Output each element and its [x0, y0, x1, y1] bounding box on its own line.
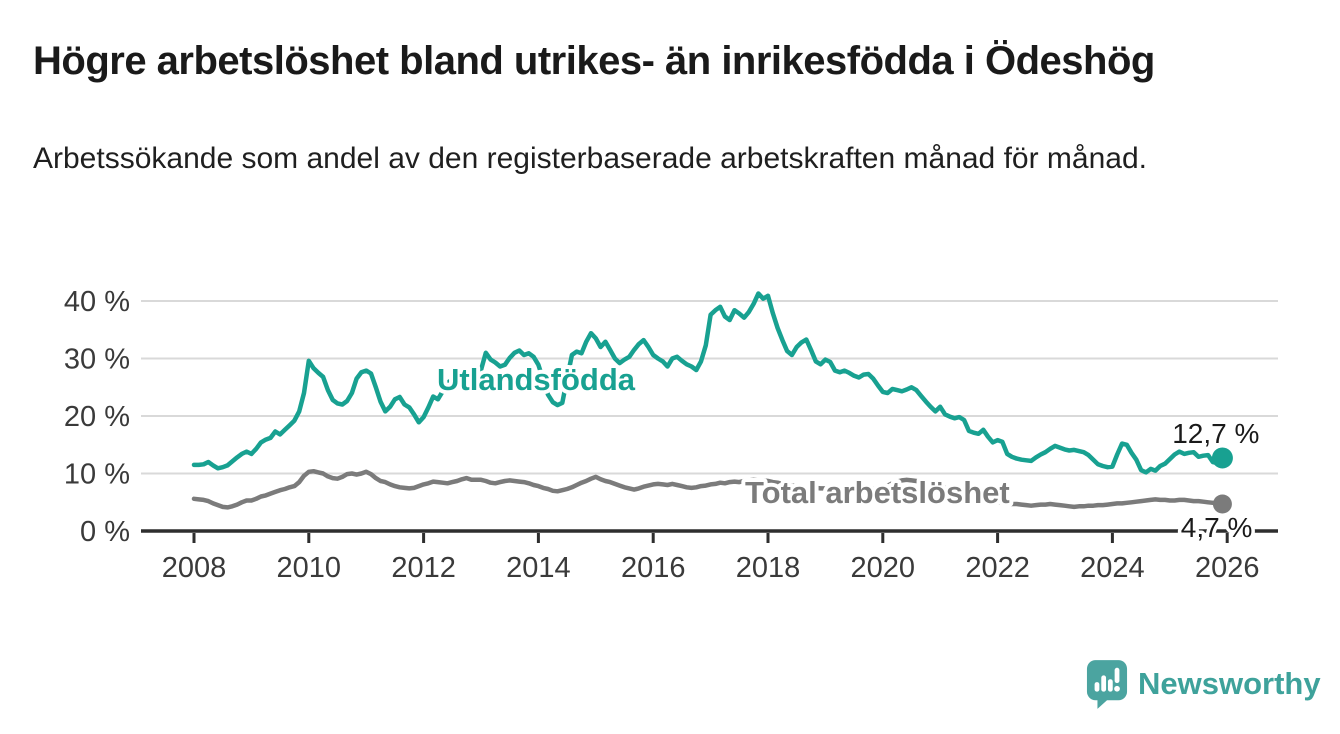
- page-title: Högre arbetslöshet bland utrikes- än inr…: [33, 39, 1155, 83]
- series-label-total: Total arbetslöshet: [745, 475, 1010, 510]
- series-line-total: [191, 468, 1225, 510]
- x-tick-label: 2024: [1080, 552, 1145, 584]
- x-tick-label: 2008: [162, 552, 227, 584]
- x-tick-label: 2014: [506, 552, 571, 584]
- x-tick-label: 2016: [621, 552, 686, 584]
- series-end-label-total: 4,7 %: [1181, 512, 1253, 543]
- x-tick-label: 2018: [736, 552, 801, 584]
- x-tick-label: 2022: [965, 552, 1030, 584]
- newsworthy-logo: Newsworthy: [1086, 658, 1321, 710]
- series-end-dot-utlandsfodda: [1211, 447, 1233, 469]
- y-tick-label: 40 %: [64, 286, 130, 318]
- series-end-dot-total: [1212, 494, 1232, 514]
- y-tick-label: 30 %: [64, 344, 130, 376]
- bar-chart-speech-bubble-icon: [1086, 660, 1128, 709]
- series-label-utlandsfodda: Utlandsfödda: [437, 362, 636, 397]
- series-line-utlandsfodda: [191, 291, 1225, 475]
- x-tick-label: 2010: [277, 552, 342, 584]
- logo-wordmark: Newsworthy: [1138, 666, 1321, 701]
- series-end-label-utlandsfodda: 12,7 %: [1172, 418, 1259, 449]
- x-tick-label: 2026: [1195, 552, 1260, 584]
- y-tick-label: 20 %: [64, 401, 130, 433]
- y-tick-label: 0 %: [80, 516, 130, 548]
- y-tick-label: 10 %: [64, 459, 130, 491]
- chart-subtitle: Arbetssökande som andel av den registerb…: [33, 142, 1147, 175]
- x-tick-label: 2020: [851, 552, 916, 584]
- x-tick-label: 2012: [391, 552, 456, 584]
